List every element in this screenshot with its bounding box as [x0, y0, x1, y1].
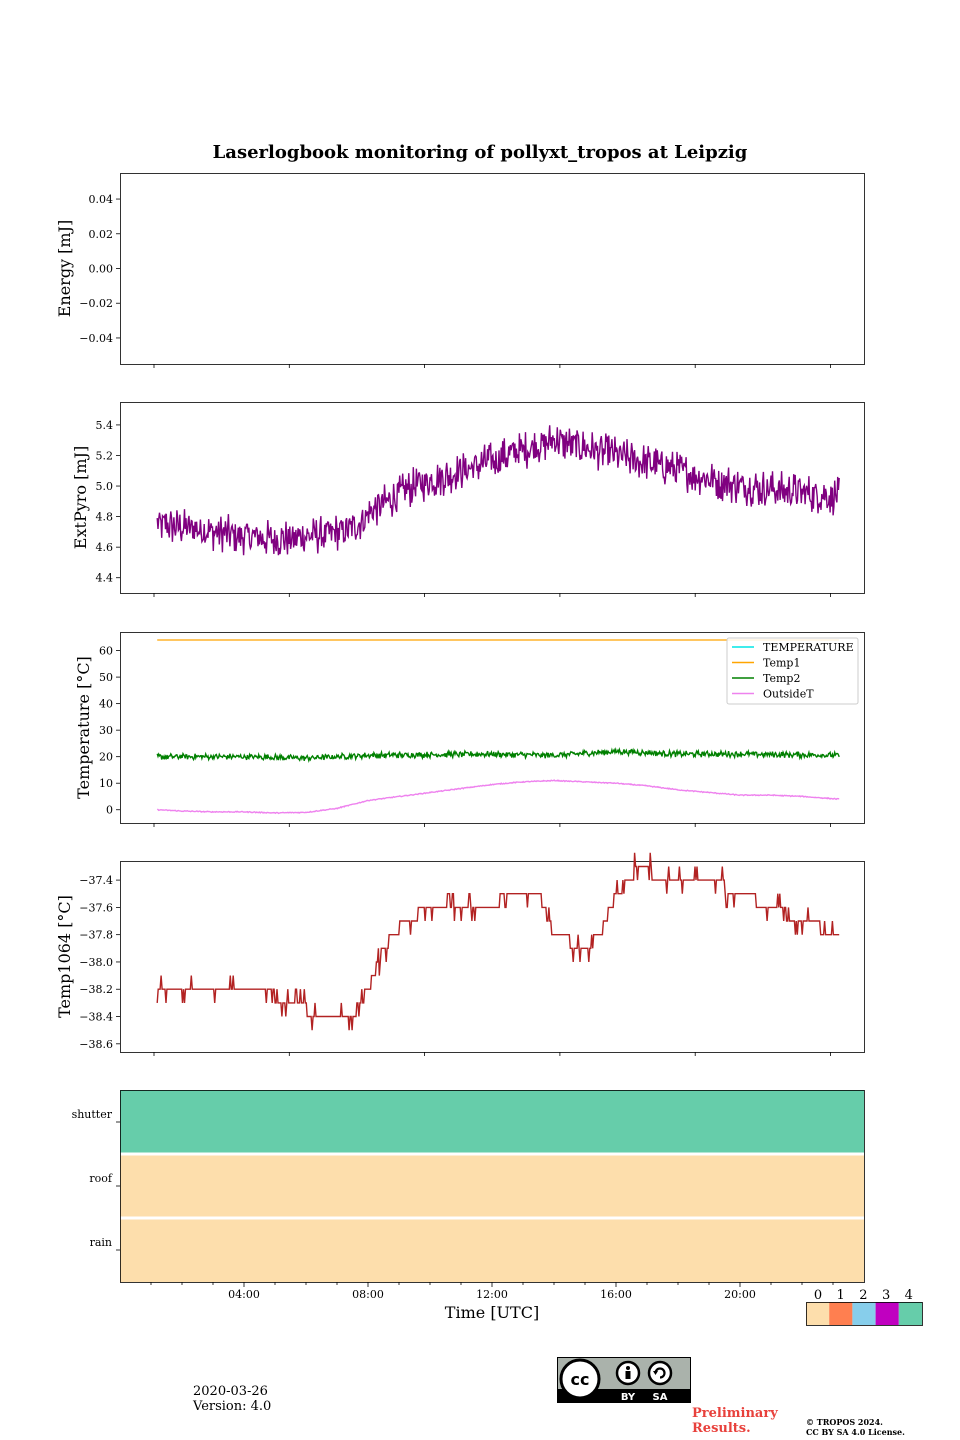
y-tick-label: 4.6 — [96, 541, 114, 554]
status-row-roof — [120, 1154, 864, 1218]
x-tick-label: 08:00 — [352, 1288, 384, 1301]
x-tick-label: 12:00 — [476, 1288, 508, 1301]
series-line-outsidet — [157, 779, 840, 815]
series-line-temp2 — [156, 746, 840, 763]
panel-temp1064: −38.6 −38.4 −38.2 −38.0 −37.8 −37.6 −37.4 Temp1… — [55, 852, 865, 1056]
row-label: roof — [89, 1172, 113, 1185]
y-tick-label: −38.6 — [79, 1038, 113, 1051]
colorbar-frame — [806, 1302, 923, 1326]
legend-label: Temp2 — [763, 672, 800, 685]
preliminary-note: Preliminary Results. — [692, 1406, 778, 1436]
y-tick-label: 4.8 — [96, 511, 114, 524]
y-tick-label: 40 — [99, 698, 113, 711]
series-line-temp1064 — [156, 852, 840, 1031]
y-tick-label: 60 — [99, 645, 113, 658]
y-tick-label: 0.04 — [89, 193, 114, 206]
cc-sa-label: SA — [653, 1392, 668, 1403]
x-tick-label: 16:00 — [600, 1288, 632, 1301]
copyright-line-2: CC BY SA 4.0 License. — [806, 1427, 905, 1437]
series-line-extpyro — [156, 425, 840, 556]
y-tick-label: −37.4 — [79, 874, 113, 887]
legend-label: Temp1 — [763, 657, 800, 670]
footer-date: 2020-03-26 — [193, 1384, 268, 1399]
y-tick-label: −38.4 — [79, 1011, 113, 1024]
colorbar-label: 2 — [859, 1288, 867, 1303]
axes-frame — [120, 1090, 865, 1283]
colorbar-segment-4 — [898, 1302, 922, 1325]
svg-text:cc: cc — [571, 1370, 590, 1389]
copyright-note: © TROPOS 2024. CC BY SA 4.0 License. — [806, 1417, 905, 1437]
axes-frame — [120, 861, 865, 1053]
cc-by-label: BY — [621, 1392, 636, 1403]
y-tick-label: 0 — [106, 804, 113, 817]
y-tick-label: 30 — [99, 724, 113, 737]
colorbar-segment-1 — [829, 1302, 853, 1325]
y-axis-label: ExtPyro [mJ] — [71, 446, 90, 549]
colorbar-segment-3 — [875, 1302, 899, 1325]
cc-by-sa-logo: cc BY SA — [557, 1357, 691, 1403]
panel-temperature: 0 10 20 30 40 50 60 Temperature [°C] TEMPERATURE… — [74, 632, 865, 827]
colorbar-label: 4 — [905, 1288, 913, 1303]
y-axis-label: Energy [mJ] — [55, 220, 74, 318]
axes-frame — [120, 173, 865, 365]
x-tick-label: 04:00 — [228, 1288, 260, 1301]
y-tick-label: 4.4 — [96, 572, 114, 585]
y-axis-label: Temp1064 [°C] — [55, 895, 74, 1018]
chart-title: Laserlogbook monitoring of pollyxt_tropo… — [213, 142, 748, 163]
y-tick-label: 50 — [99, 671, 113, 684]
colorbar-segment-0 — [806, 1302, 830, 1325]
panel-energy: −0.04 −0.02 0.00 0.02 0.04 Energy [mJ] — [55, 173, 865, 368]
y-tick-label: −37.8 — [79, 929, 113, 942]
legend-box — [726, 637, 859, 705]
colorbar-label: 1 — [837, 1288, 845, 1303]
preliminary-line-1: Preliminary — [692, 1406, 778, 1421]
y-tick-label: 5.4 — [96, 419, 114, 432]
y-tick-label: −0.02 — [79, 297, 113, 310]
y-tick-label: 0.00 — [89, 263, 114, 276]
y-axis-label: Temperature [°C] — [74, 656, 93, 799]
axes-frame — [120, 402, 865, 594]
legend-label: OutsideT — [763, 688, 814, 701]
y-tick-label: 5.2 — [96, 449, 114, 462]
y-tick-label: −38.2 — [79, 983, 113, 996]
y-tick-label: 0.02 — [89, 228, 114, 241]
x-tick-label: 20:00 — [724, 1288, 756, 1301]
legend-label: TEMPERATURE — [763, 641, 854, 654]
panel-extpyro: 4.4 4.6 4.8 5.0 5.2 5.4 ExtPyro [mJ] — [71, 402, 865, 597]
row-label: rain — [90, 1236, 112, 1249]
status-row-shutter — [120, 1090, 864, 1154]
status-row-rain — [120, 1218, 864, 1282]
row-label: shutter — [72, 1108, 113, 1121]
colorbar-segment-2 — [852, 1302, 876, 1325]
footer-version: Version: 4.0 — [193, 1399, 272, 1414]
colorbar-label: 0 — [814, 1288, 822, 1303]
y-tick-label: −37.6 — [79, 901, 113, 914]
y-tick-label: −38.0 — [79, 956, 113, 969]
preliminary-line-2: Results. — [692, 1421, 751, 1436]
panel-status: shutter roof rain 04:00 08:00 12:00 16:00 20:00… — [72, 1090, 923, 1326]
y-tick-label: 20 — [99, 751, 113, 764]
x-axis-label: Time [UTC] — [445, 1303, 539, 1322]
y-tick-label: 10 — [99, 777, 113, 790]
sa-share-icon — [647, 1360, 673, 1386]
y-tick-label: −0.04 — [79, 332, 113, 345]
copyright-line-1: © TROPOS 2024. — [806, 1417, 883, 1427]
footer-date-block: 2020-03-26 Version: 4.0 — [193, 1384, 271, 1414]
y-tick-label: 5.0 — [96, 480, 114, 493]
colorbar-label: 3 — [882, 1288, 890, 1303]
